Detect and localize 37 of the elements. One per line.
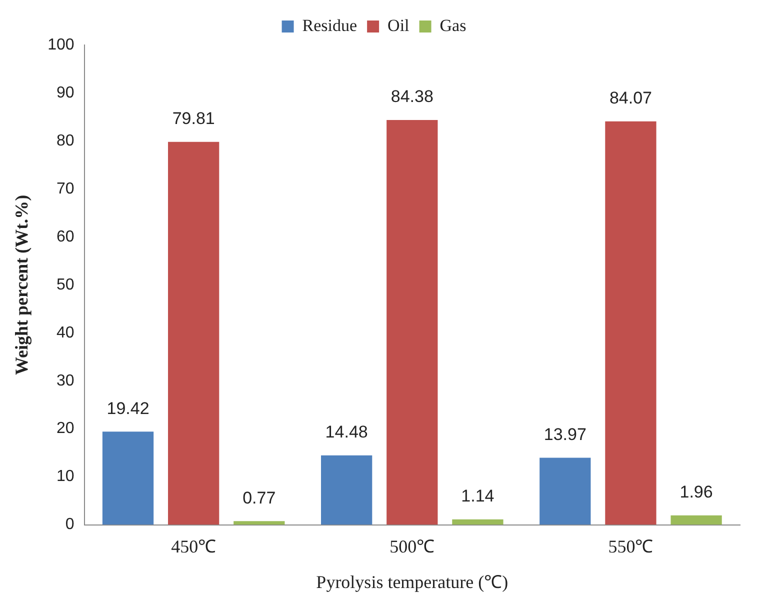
y-axis-title: Weight percent (Wt.%) [11,194,32,375]
y-tick-label: 50 [56,276,74,294]
bar [452,519,504,525]
bar [540,458,591,525]
data-label: 84.07 [609,88,652,108]
bar [605,121,656,525]
bar [168,142,220,525]
bar [386,120,438,525]
y-tick-label: 0 [65,516,74,534]
y-tick-label: 60 [56,228,74,246]
data-label: 84.38 [390,87,434,106]
data-label: 19.42 [106,398,150,418]
x-tick-label: 550℃ [608,536,654,556]
y-tick-label: 80 [56,132,74,150]
legend-label: Residue [302,16,358,35]
bar [321,455,372,525]
y-tick-label: 70 [56,180,74,198]
legend-label: Gas [440,16,466,35]
y-tick-label: 20 [56,420,74,438]
bar [102,432,154,525]
data-label: 1.96 [680,482,713,502]
x-axis-title: Pyrolysis temperature (℃) [316,572,508,592]
data-label: 14.48 [325,422,368,442]
data-label: 0.77 [242,488,276,508]
y-tick-label: 100 [48,36,74,54]
x-tick-label: 500℃ [390,536,435,556]
y-tick-label: 90 [56,84,74,102]
y-tick-label: 10 [56,468,74,486]
y-tick-label: 40 [56,324,74,342]
y-tick-label: 30 [56,372,74,390]
x-tick-label: 450℃ [171,536,216,556]
legend-label: Oil [388,16,410,35]
data-label: 1.14 [461,486,494,506]
bar [670,515,722,525]
data-label: 79.81 [172,109,215,128]
data-label: 13.97 [544,424,586,444]
bar [234,521,285,525]
